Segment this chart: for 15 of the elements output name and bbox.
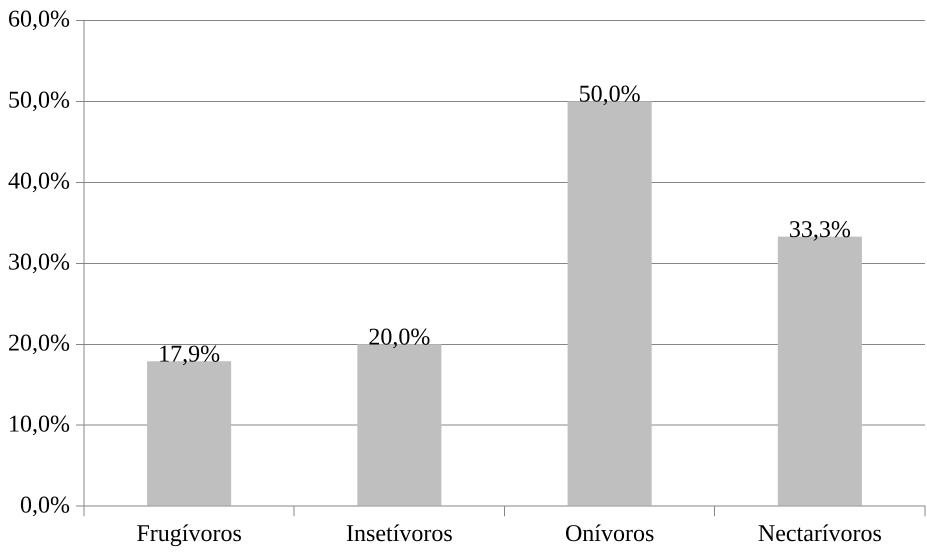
y-tick-label: 40,0% [8,168,70,195]
data-label: 17,9% [158,342,220,368]
data-label: 33,3% [788,216,851,243]
x-tick-label: Onívoros [564,520,654,547]
y-tick-label: 20,0% [8,330,70,357]
y-tick-label: 0,0% [20,492,70,518]
data-label: 50,0% [578,82,641,108]
x-tick-label: Nectarívoros [758,520,882,547]
y-tick-label: 30,0% [8,250,70,276]
x-tick-label: Frugívoros [136,520,242,547]
y-tick-label: 50,0% [8,88,70,114]
data-label: 20,0% [368,324,430,351]
x-tick-label: Insetívoros [346,520,453,547]
y-tick-label: 10,0% [8,412,70,438]
y-tick-label: 60,0% [8,6,70,33]
